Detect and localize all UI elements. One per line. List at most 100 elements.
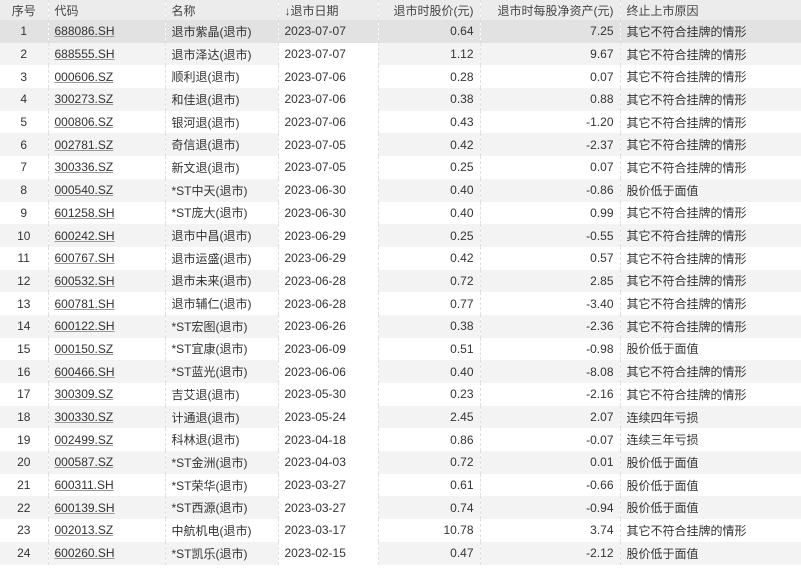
stock-code-link[interactable]: 000587.SZ [54,455,114,470]
header-name[interactable]: 名称 [165,0,279,20]
delist-reason: 其它不符合挂牌的情形 [620,88,801,111]
stock-code-link[interactable]: 600139.SH [54,500,115,515]
stock-name: *ST西源(退市) [165,496,279,520]
table-row[interactable]: 18 300330.SZ 计通退(退市) 2023-05-24 2.45 2.07 连续四年… [0,405,801,429]
stock-name: 科林退(退市) [165,428,279,452]
stock-name: 奇信退(退市) [165,133,279,157]
delist-date: 2023-07-05 [278,156,379,179]
stock-code-link[interactable]: 601258.SH [54,205,115,220]
stock-code: 600242.SH [48,224,166,247]
stock-code-link[interactable]: 300330.SZ [54,410,114,425]
stock-code-link[interactable]: 688086.SH [54,24,115,39]
table-row[interactable]: 13 600781.SH 退市辅仁(退市) 2023-06-28 0.77 -3.40 其它… [0,292,801,315]
table-row[interactable]: 7 300336.SZ 新文退(退市) 2023-07-05 0.25 0.07 其它不符合… [0,156,801,179]
delist-reason: 股价低于面值 [620,337,801,361]
stock-code-link[interactable]: 002013.SZ [54,523,114,538]
table-row[interactable]: 24 600260.SH *ST凯乐(退市) 2023-02-15 0.47 -2.12 股… [0,541,801,565]
delist-price: 0.43 [378,110,481,134]
table-row[interactable]: 15 000150.SZ *ST宜康(退市) 2023-06-09 0.51 -0.98 股… [0,337,801,361]
row-index: 21 [0,473,49,497]
header-nav[interactable]: 退市时每股净资产(元) [480,0,621,20]
row-index: 10 [0,224,49,247]
delist-date: 2023-07-05 [278,133,379,157]
table-row[interactable]: 4 300273.SZ 和佳退(退市) 2023-07-06 0.38 0.88 其它不符合… [0,88,801,111]
stock-code-link[interactable]: 000540.SZ [54,183,114,198]
delist-reason: 连续四年亏损 [620,405,801,429]
stock-code-link[interactable]: 600767.SH [54,251,115,266]
delist-price: 0.42 [378,133,481,157]
table-row[interactable]: 17 300309.SZ 吉艾退(退市) 2023-05-30 0.23 -2.16 其它不… [0,383,801,406]
stock-code-link[interactable]: 002499.SZ [54,432,114,447]
row-index: 1 [0,20,49,43]
delist-reason: 股价低于面值 [620,473,801,497]
delist-price: 0.72 [378,451,481,474]
delist-date: 2023-04-03 [278,451,379,474]
delist-date: 2023-03-27 [278,496,379,520]
stock-name: *ST金洲(退市) [165,451,279,474]
stock-code-link[interactable]: 000606.SZ [54,69,114,84]
table-row[interactable]: 8 000540.SZ *ST中天(退市) 2023-06-30 0.40 -0.86 股价… [0,178,801,202]
header-date[interactable]: ↓退市日期 [278,0,379,20]
table-row[interactable]: 2 688555.SH 退市泽达(退市) 2023-07-07 1.12 9.67 其它不符… [0,42,801,66]
stock-name: 退市辅仁(退市) [165,292,279,315]
table-row[interactable]: 21 600311.SH *ST荣华(退市) 2023-03-27 0.61 -0.66 股… [0,473,801,497]
delist-nav: 0.07 [480,156,621,179]
stock-code-link[interactable]: 300309.SZ [54,387,114,402]
delist-price: 0.38 [378,88,481,111]
stock-code-link[interactable]: 600781.SH [54,296,115,311]
header-index[interactable]: 序号 [0,0,49,20]
stock-code-link[interactable]: 600466.SH [54,364,115,379]
table-row[interactable]: 11 600767.SH 退市运盛(退市) 2023-06-29 0.42 0.57 其它不… [0,246,801,270]
row-index: 19 [0,428,49,452]
delist-nav: -1.20 [480,110,621,134]
stock-code: 601258.SH [48,201,166,225]
delist-reason: 其它不符合挂牌的情形 [620,201,801,225]
stock-code-link[interactable]: 300336.SZ [54,160,114,175]
stock-code-link[interactable]: 600260.SH [54,546,115,561]
table-row[interactable]: 16 600466.SH *ST蓝光(退市) 2023-06-06 0.40 -8.08 其… [0,360,801,383]
header-reason[interactable]: 终止上市原因 [620,0,801,20]
stock-code-link[interactable]: 000150.SZ [54,341,114,356]
table-row[interactable]: 22 600139.SH *ST西源(退市) 2023-03-27 0.74 -0.94 股… [0,496,801,520]
delist-nav: -2.37 [480,133,621,157]
delist-nav: -0.55 [480,224,621,247]
stock-code-link[interactable]: 600311.SH [54,478,114,493]
stock-name: 退市未来(退市) [165,269,279,293]
delist-nav: -0.86 [480,178,621,202]
stock-code-link[interactable]: 600122.SH [54,319,115,334]
table-row[interactable]: 5 000806.SZ 银河退(退市) 2023-07-06 0.43 -1.20 其它不符… [0,110,801,134]
table-row[interactable]: 20 000587.SZ *ST金洲(退市) 2023-04-03 0.72 0.01 股价… [0,451,801,474]
header-price[interactable]: 退市时股价(元) [378,0,481,20]
stock-name: 退市中昌(退市) [165,224,279,247]
delist-price: 2.45 [378,405,481,429]
table-row[interactable]: 14 600122.SH *ST宏图(退市) 2023-06-26 0.38 -2.36 其… [0,314,801,338]
delist-reason: 连续三年亏损 [620,428,801,452]
table-row[interactable]: 12 600532.SH 退市未来(退市) 2023-06-28 0.72 2.85 其它不… [0,269,801,293]
table-row[interactable]: 6 002781.SZ 奇信退(退市) 2023-07-05 0.42 -2.37 其它不符… [0,133,801,157]
stock-code-link[interactable]: 600242.SH [54,228,115,243]
delist-date: 2023-06-06 [278,360,379,383]
stock-name: 中航机电(退市) [165,519,279,542]
table-row[interactable]: 3 000606.SZ 顺利退(退市) 2023-07-06 0.28 0.07 其它不符合… [0,65,801,89]
stock-code-link[interactable]: 688555.SH [54,47,115,62]
row-index: 12 [0,269,49,293]
delist-price: 1.12 [378,42,481,66]
delist-reason: 其它不符合挂牌的情形 [620,42,801,66]
stock-code-link[interactable]: 300273.SZ [54,92,114,107]
delist-nav: 7.25 [480,20,621,43]
delist-nav: -2.12 [480,541,621,565]
table-row[interactable]: 10 600242.SH 退市中昌(退市) 2023-06-29 0.25 -0.55 其它… [0,224,801,247]
table-row[interactable]: 9 601258.SH *ST庞大(退市) 2023-06-30 0.40 0.99 其它不… [0,201,801,225]
table-row[interactable]: 23 002013.SZ 中航机电(退市) 2023-03-17 10.78 3.74 其它… [0,519,801,542]
stock-code-link[interactable]: 000806.SZ [54,115,114,130]
table-row[interactable]: 19 002499.SZ 科林退(退市) 2023-04-18 0.86 -0.07 连续三… [0,428,801,452]
stock-name: 退市泽达(退市) [165,42,279,66]
stock-code: 600767.SH [48,246,166,270]
table-row[interactable]: 1 688086.SH 退市紫晶(退市) 2023-07-07 0.64 7.25 其它不符… [0,20,801,43]
header-code[interactable]: 代码 [48,0,166,20]
stock-code-link[interactable]: 002781.SZ [54,137,114,152]
stock-name: 新文退(退市) [165,156,279,179]
stock-name: 顺利退(退市) [165,65,279,89]
stock-code-link[interactable]: 600532.SH [54,273,115,288]
delist-date: 2023-07-06 [278,88,379,111]
